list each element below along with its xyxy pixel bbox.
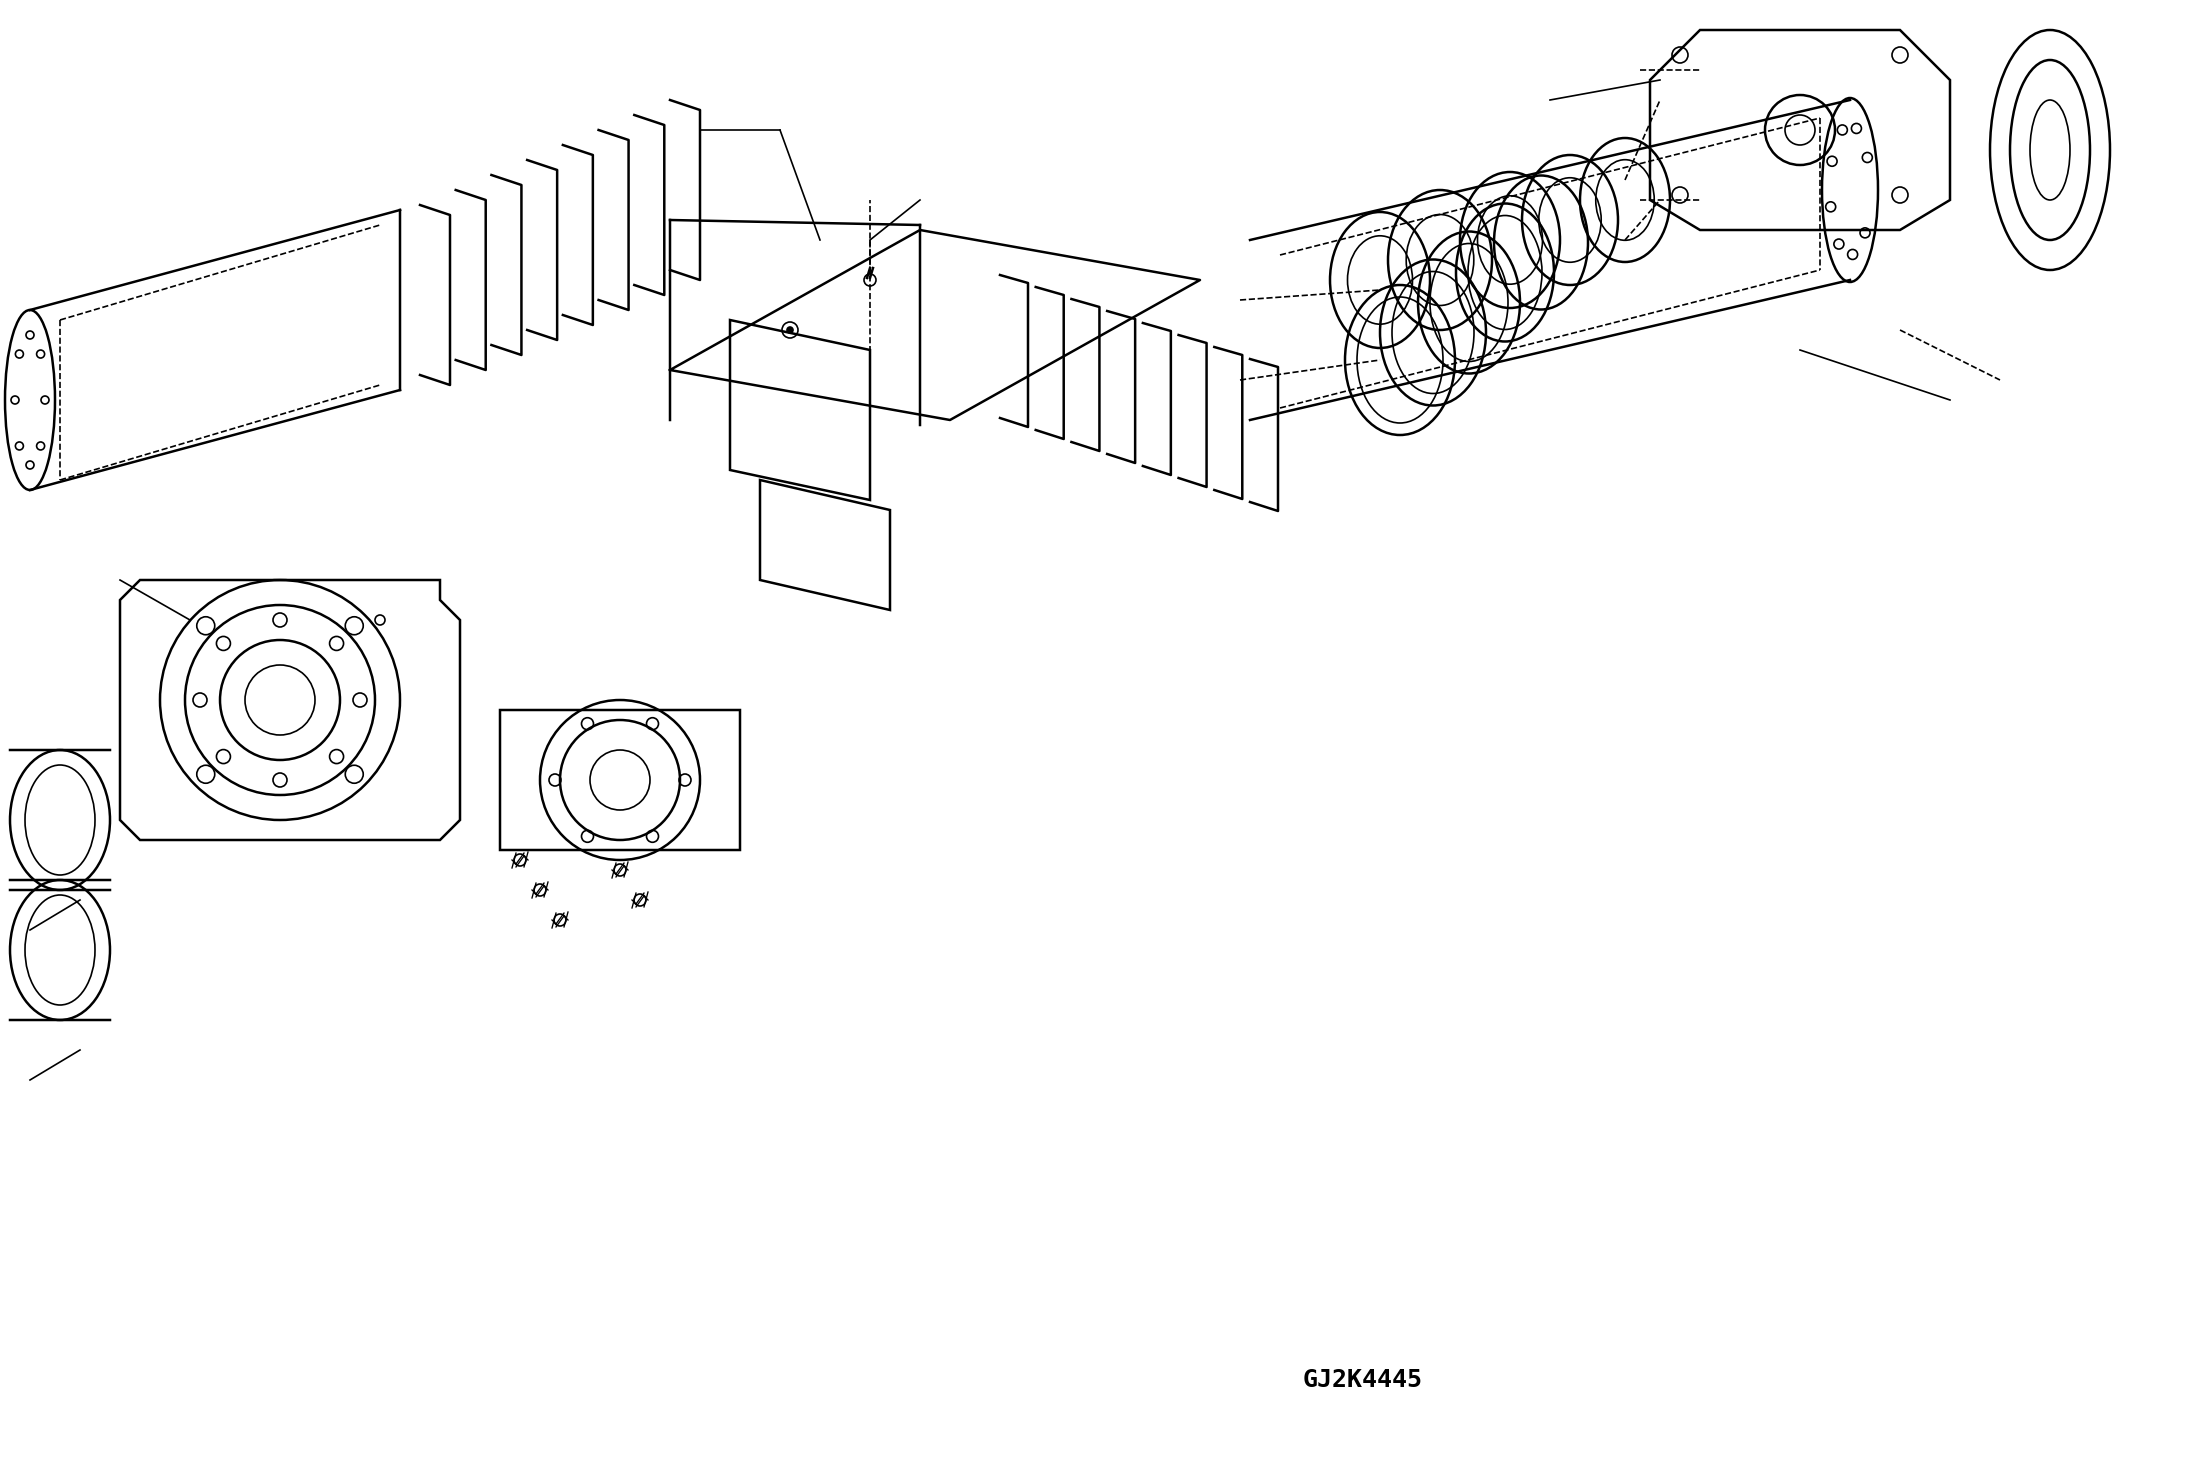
Text: GJ2K4445: GJ2K4445 xyxy=(1303,1368,1421,1392)
Circle shape xyxy=(787,326,793,332)
